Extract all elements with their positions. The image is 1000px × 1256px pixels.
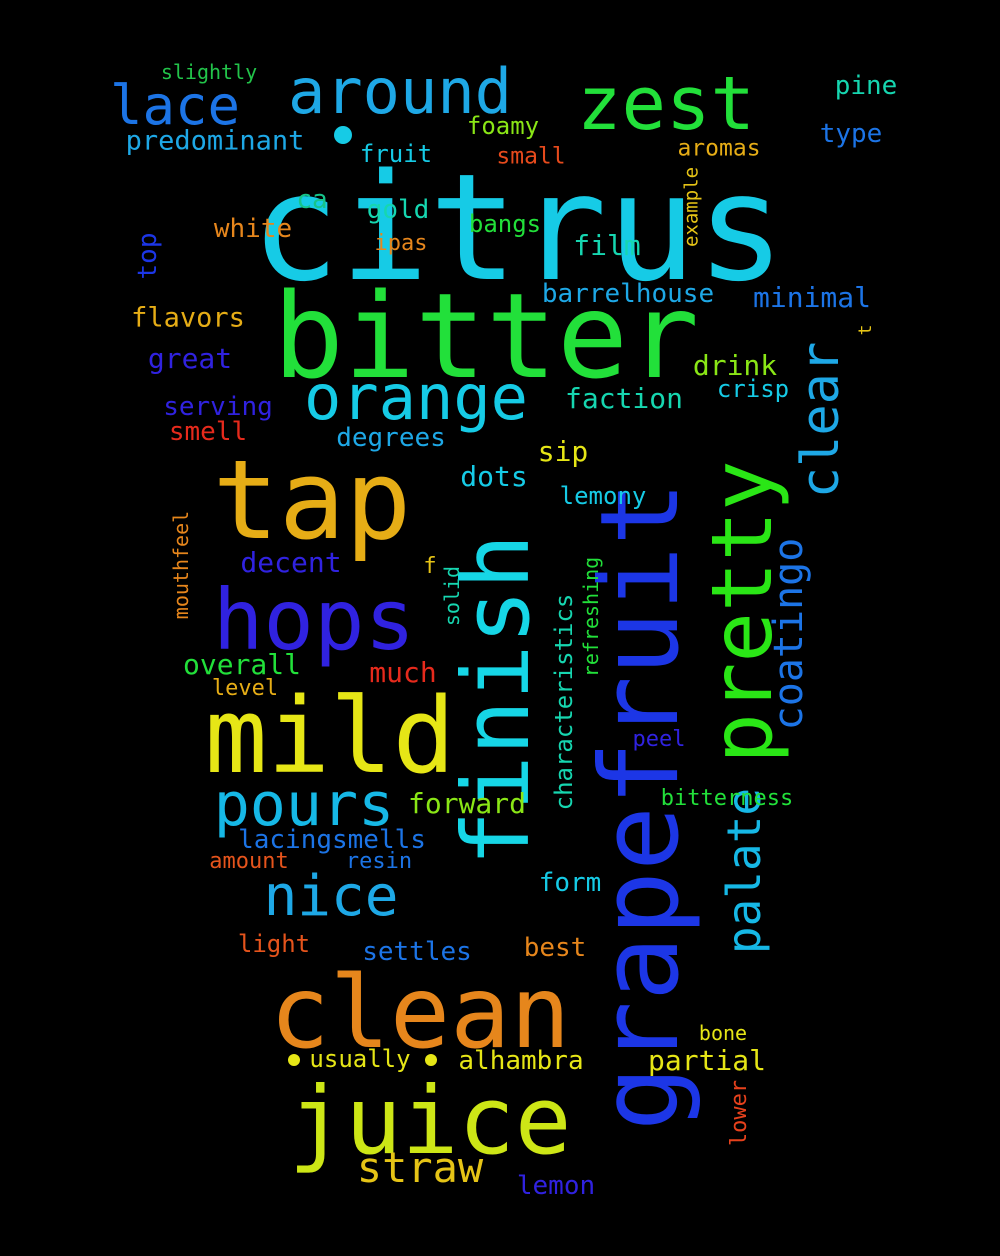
word-peel: peel bbox=[632, 727, 686, 752]
word-ca: ca bbox=[296, 185, 328, 215]
word-refreshing: refreshing bbox=[579, 556, 603, 678]
word-form: form bbox=[538, 868, 602, 898]
word-bone: bone bbox=[698, 1021, 748, 1045]
word-top: top bbox=[133, 232, 163, 280]
word-usually: usually bbox=[309, 1045, 411, 1073]
word-nice: nice bbox=[263, 864, 399, 929]
word-lacingsmells: lacingsmells bbox=[238, 825, 426, 855]
word-film: film bbox=[573, 229, 641, 262]
word-bangs: bangs bbox=[468, 210, 542, 238]
word-flavors: flavors bbox=[131, 302, 245, 334]
word-dots: dots bbox=[460, 460, 528, 493]
word-bitterness: bitterness bbox=[660, 786, 794, 811]
word-solid: solid bbox=[440, 565, 464, 627]
word-gold: gold bbox=[366, 195, 430, 225]
word-amount: amount bbox=[209, 849, 289, 874]
word-around: around bbox=[288, 55, 512, 128]
dot-2 bbox=[288, 1054, 300, 1066]
word-mouthfeel: mouthfeel bbox=[169, 510, 193, 620]
word-sip: sip bbox=[537, 435, 589, 468]
word-alhambra: alhambra bbox=[458, 1046, 584, 1076]
word-overall: overall bbox=[182, 648, 302, 681]
word-lemony: lemony bbox=[559, 482, 647, 510]
word-light: light bbox=[237, 930, 311, 958]
word-settles: settles bbox=[362, 937, 472, 967]
word-hops: hops bbox=[212, 571, 416, 669]
word-best: best bbox=[523, 933, 587, 963]
word-white: white bbox=[213, 214, 293, 244]
word-slightly: slightly bbox=[160, 60, 258, 84]
word-resin: resin bbox=[345, 849, 413, 874]
word-forward: forward bbox=[407, 787, 527, 820]
word-smell: smell bbox=[168, 417, 248, 447]
word-pine: pine bbox=[834, 71, 898, 101]
word-t: t bbox=[855, 324, 876, 336]
word-tap: tap bbox=[212, 436, 412, 564]
word-degrees: degrees bbox=[336, 423, 446, 453]
word-much: much bbox=[369, 656, 437, 689]
word-foamy: foamy bbox=[466, 112, 540, 140]
word-minimal: minimal bbox=[752, 281, 872, 314]
word-partial: partial bbox=[647, 1044, 767, 1077]
word-lower: lower bbox=[727, 1079, 752, 1147]
word-aromas: aromas bbox=[677, 135, 761, 162]
word-small: small bbox=[496, 143, 566, 170]
word-decent: decent bbox=[240, 546, 342, 579]
word-orange: orange bbox=[304, 361, 528, 434]
word-clear: clear bbox=[791, 341, 851, 499]
word-coatingo: coatingo bbox=[766, 537, 812, 731]
word-characteristics: characteristics bbox=[550, 593, 578, 811]
word-lemon: lemon bbox=[516, 1171, 596, 1201]
word-zest: zest bbox=[576, 61, 756, 147]
word-type: type bbox=[819, 119, 883, 149]
word-example: example bbox=[680, 166, 703, 248]
word-predominant: predominant bbox=[125, 125, 305, 157]
word-mild: mild bbox=[204, 675, 456, 797]
word-lace: lace bbox=[109, 74, 241, 137]
dot-1 bbox=[334, 126, 352, 144]
word-clean: clean bbox=[269, 954, 571, 1071]
dot-3 bbox=[425, 1054, 437, 1066]
word-barrelhouse: barrelhouse bbox=[541, 279, 715, 309]
word-f: f bbox=[423, 554, 437, 579]
word-level: level bbox=[211, 676, 279, 701]
word-ipas: ipas bbox=[374, 231, 428, 256]
word-palate: palate bbox=[717, 787, 771, 955]
word-citrus: citrus bbox=[250, 142, 786, 314]
word-fruit: fruit bbox=[359, 140, 433, 168]
word-great: great bbox=[147, 342, 233, 375]
word-faction: faction bbox=[564, 382, 684, 415]
word-serving: serving bbox=[163, 392, 273, 422]
word-bitter: bitter bbox=[272, 267, 700, 405]
word-drink: drink bbox=[692, 349, 778, 382]
word-pours: pours bbox=[213, 770, 395, 840]
word-crisp: crisp bbox=[716, 375, 790, 403]
word-juice: juice bbox=[288, 1067, 572, 1176]
word-straw: straw bbox=[356, 1143, 484, 1192]
